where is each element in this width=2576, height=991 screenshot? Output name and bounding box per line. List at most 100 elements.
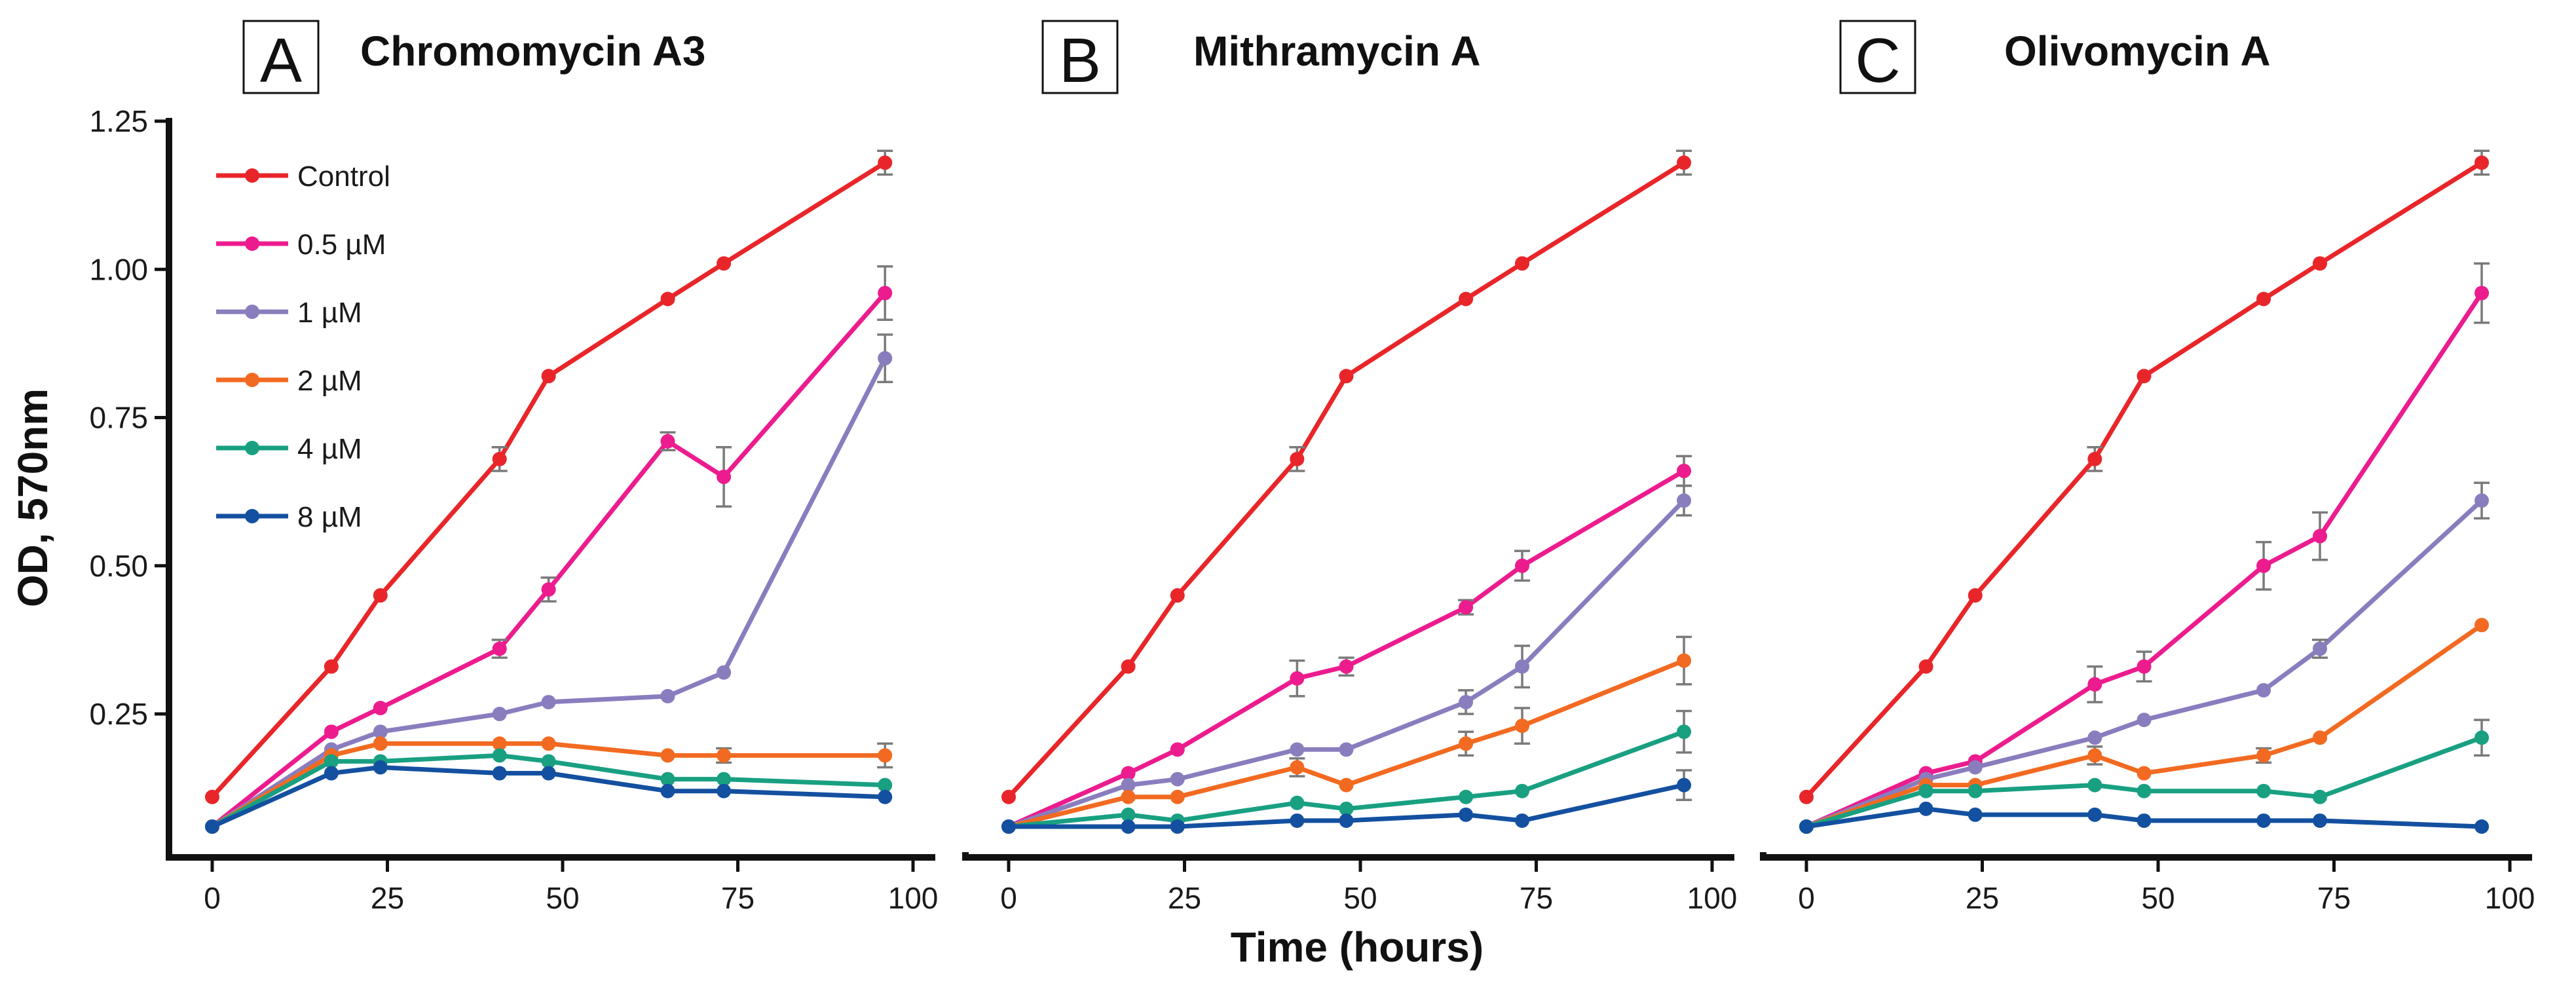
panel-c-point-0-5-m [2313,529,2328,544]
legend-label-0-5-m: 0.5 µM [297,229,386,261]
panel-a-point-8-m [205,819,219,834]
panel-a-y-tick-label: 0.25 [89,697,148,731]
legend-label-1-m: 1 µM [297,297,362,329]
panel-c-series-line-8-m [1806,806,2482,829]
panel-c-point-8-m [1968,807,1983,822]
panel-a-point-4-m [878,777,893,793]
panel-a-point-0-5-m [373,700,388,715]
panel-a-y-tick-label: 0.50 [89,549,148,583]
panel-b-point-8-m [1290,813,1305,828]
panel-b-point-4-m [1515,783,1530,798]
panel-c-series-line-control [1804,160,2483,799]
panel-a-point-2-m [373,736,388,751]
panel-c-point-0-5-m [2474,286,2490,301]
panel-a-point-1-m [717,665,732,680]
panel-c-point-0-5-m [2256,558,2271,573]
panel-b-point-0-5-m [1459,600,1474,615]
panel-b-point-1-m [1677,493,1692,508]
panel-a-point-1-m [373,724,388,739]
panel-a-y-tick-label: 0.75 [89,401,148,435]
panel-c-point-2-m [2137,766,2152,781]
panel-c-point-4-m [1968,783,1983,798]
panel-c-point-0-5-m [2137,659,2152,674]
panel-b-point-control [1121,659,1136,674]
panel-a-point-1-m [492,707,507,722]
panel-c-point-4-m [2087,777,2102,793]
panel-c-point-1-m [1968,760,1983,775]
panel-a-point-1-m [541,694,556,709]
panel-c-point-control [1918,659,1933,674]
panel-a-point-0-5-m [541,582,556,597]
panel-b-x-tick-label: 75 [1520,881,1553,915]
panel-c-point-1-m [2256,682,2271,698]
panel-b-point-control [1001,789,1016,804]
panel-a-plot: 0 25 50 75 100 0.25 0.50 0.75 1.00 1.25 Control 0.5… [89,104,938,915]
panel-a-point-2-m [660,748,675,763]
panel-c-point-2-m [2313,730,2328,745]
panel-b-letter: B [1059,26,1101,96]
legend-label-control: Control [297,160,390,193]
y-axis-title: OD, 570nm [9,388,56,607]
panel-c-point-8-m [2256,813,2271,828]
panel-b-x-tick-label: 25 [1168,881,1201,915]
panel-b-point-2-m [1459,736,1474,751]
panel-a-point-0-5-m [492,641,507,656]
panel-c-point-0-5-m [2087,677,2102,692]
panel-a-y-tick-label: 1.25 [89,104,148,138]
panel-a-point-8-m [878,789,893,804]
panel-a-point-control [373,588,388,603]
legend-marker-8-m [245,509,259,523]
panel-c-point-2-m [2087,748,2102,763]
legend-marker-0-5-m [245,236,259,251]
panel-b-point-1-m [1290,742,1305,757]
panel-b-point-8-m [1121,819,1136,834]
panel-a-point-0-5-m [717,470,732,485]
panel-b-x-tick-label: 0 [1000,881,1017,915]
panel-b: B Mithramycin A 0 25 50 75 100 [962,20,1737,915]
panel-c-title: Olivomycin A [2004,28,2271,75]
panel-a-point-0-5-m [878,286,893,301]
panel-a-point-8-m [717,783,732,798]
panel-b-point-2-m [1290,760,1305,775]
panel-b-series-line-control [1007,160,1685,799]
panel-a-point-2-m [541,736,556,751]
panel-c-point-8-m [1799,819,1814,834]
panel-a-point-8-m [324,766,339,781]
panel-c-x-tick-label: 0 [1798,881,1815,915]
panel-c-letter-box [1839,20,1916,94]
panel-a-point-0-5-m [324,724,339,739]
panel-c-point-1-m [2474,493,2490,508]
panel-b-point-0-5-m [1339,659,1354,674]
panel-c-point-1-m [2137,713,2152,728]
panel-c-series-line-0-5-m [1805,291,2484,829]
panel-a-x-tick-label: 100 [888,881,939,915]
panel-a-point-1-m [660,688,675,703]
panel-c-point-4-m [2474,730,2490,745]
panel-c-x-tick-label: 100 [2485,881,2535,915]
panel-b-point-8-m [1459,807,1474,822]
panel-b-point-1-m [1339,742,1354,757]
panel-b-series-line-8-m [1009,783,1685,829]
panel-a-point-control [717,256,732,271]
panel-c-point-control [2137,369,2152,384]
panel-a-point-control [492,451,507,466]
panel-a-y-tick-label: 1.00 [89,252,148,286]
panel-a-point-8-m [660,783,675,798]
panel-a-point-0-5-m [660,434,675,449]
panel-c-point-control [1799,789,1814,804]
panel-b-point-control [1290,451,1305,466]
panel-a-point-control [878,155,893,170]
panel-c-series-line-2-m [1805,623,2483,829]
panel-b-point-1-m [1170,772,1185,787]
panel-a-point-2-m [878,748,893,763]
panel-b-point-0-5-m [1677,463,1692,478]
panel-a-point-control [541,369,556,384]
legend-marker-4-m [245,441,259,455]
panel-b-point-8-m [1001,819,1016,834]
panel-a-point-8-m [541,766,556,781]
panel-a-series-line-control [210,160,887,799]
panel-c-x-tick-label: 50 [2141,881,2175,915]
legend-label-8-m: 8 µM [297,501,362,533]
panel-b-series-line-4-m [1008,729,1685,829]
